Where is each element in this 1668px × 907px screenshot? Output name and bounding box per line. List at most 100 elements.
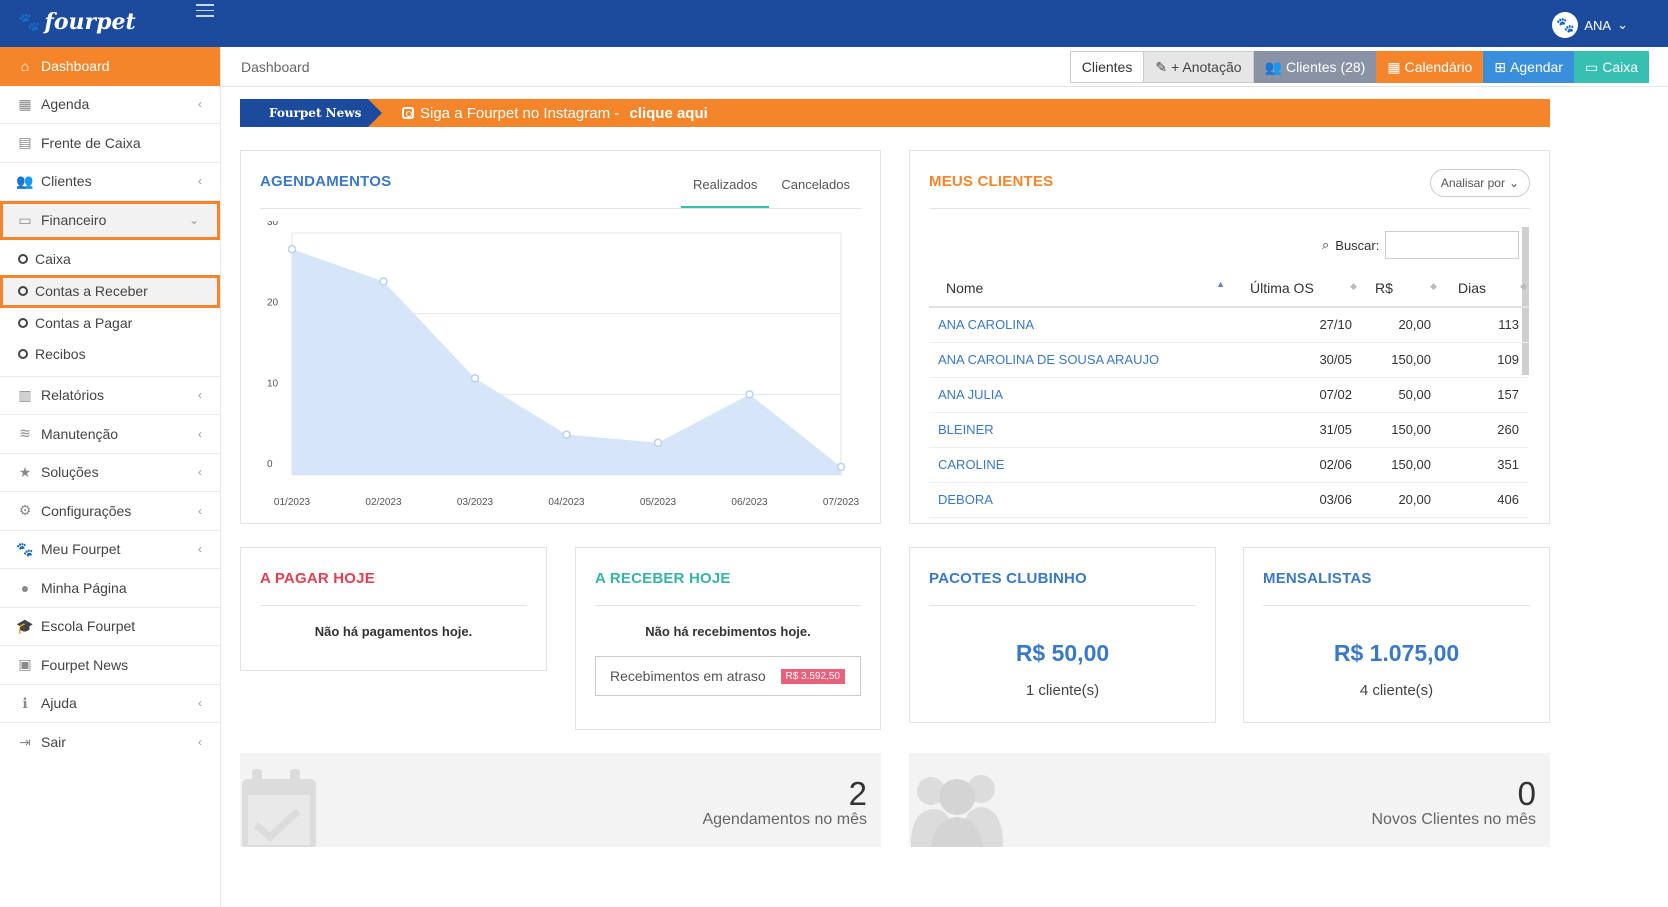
search-icon: ⌕	[1322, 237, 1330, 252]
table-row[interactable]: ANA CAROLINA DE SOUSA ARAUJO 30/05 150,00 1…	[929, 342, 1529, 378]
toolbar: Clientes ✎ + Anotação 👥 Clientes (28) ▦ …	[1069, 51, 1649, 83]
register-icon: ▤	[18, 134, 32, 151]
client-name-link[interactable]: DEBORA	[929, 482, 1235, 518]
sidebar-item-financeiro[interactable]: ▭ Financeiro ⌄	[0, 201, 220, 240]
client-name-link[interactable]: CAROLINE	[929, 447, 1235, 483]
submenu-item-caixa[interactable]: Caixa	[0, 244, 220, 275]
chevron-left-icon: ‹	[198, 735, 202, 750]
chevron-left-icon: ‹	[198, 174, 202, 189]
ultima-os-cell: 02/06	[1235, 447, 1361, 483]
sidebar-item-configuracoes[interactable]: ⚙ Configurações ‹	[0, 492, 220, 531]
gears-icon: ⚙	[18, 502, 32, 519]
dias-cell: 157	[1441, 377, 1529, 413]
column-header-nome[interactable]: Nome ▲	[929, 269, 1235, 308]
divider	[929, 605, 1196, 606]
agendar-button[interactable]: ⊞ Agendar	[1483, 51, 1574, 83]
caixa-button[interactable]: ▭ Caixa	[1573, 51, 1649, 83]
news-link-text[interactable]: clique aqui	[629, 104, 708, 122]
graduation-cap-icon: 🎓	[16, 617, 34, 634]
data-point	[562, 430, 571, 439]
sidebar-item-label: Minha Página	[41, 579, 127, 596]
clientes-count-button[interactable]: 👥 Clientes (28)	[1253, 51, 1377, 83]
divider	[260, 208, 861, 209]
novos-clientes-count: 0	[1517, 775, 1536, 812]
user-name: ANA	[1584, 17, 1612, 33]
divider	[595, 605, 861, 606]
mensalistas-clients: 4 cliente(s)	[1359, 682, 1434, 699]
table-row[interactable]: ANA JULIA 07/02 50,00 157	[929, 377, 1529, 413]
client-name-link[interactable]: BLEINER	[929, 412, 1235, 448]
sidebar-item-frente-de-caixa[interactable]: ▤ Frente de Caixa	[0, 124, 220, 163]
ultima-os-cell: 03/06	[1235, 482, 1361, 518]
sidebar-item-manutencao[interactable]: ≋ Manutenção ‹	[0, 415, 220, 454]
sidebar-item-meu-fourpet[interactable]: 🐾 Meu Fourpet ‹	[0, 531, 220, 569]
sidebar-item-escola-fourpet[interactable]: 🎓 Escola Fourpet	[0, 608, 220, 646]
table-row[interactable]: DEBORA 03/06 20,00 406	[929, 482, 1529, 518]
x-tick-label: 07/2023	[823, 497, 860, 508]
agendamentos-mes-stat: 2 Agendamentos no mês	[240, 753, 881, 847]
client-name-link[interactable]: ANA CAROLINA	[929, 307, 1235, 343]
calendar-icon: ▦	[1387, 58, 1401, 75]
news-link[interactable]: Siga a Fourpet no Instagram - clique aqu…	[402, 105, 708, 122]
submenu-item-contas-a-pagar[interactable]: Contas a Pagar	[0, 308, 220, 339]
globe-icon: ●	[20, 579, 30, 596]
chevron-left-icon: ‹	[198, 388, 202, 403]
table-row[interactable]: CAROLINE 02/06 150,00 351	[929, 447, 1529, 483]
column-header-dias[interactable]: Dias ◆	[1441, 269, 1529, 308]
dropdown-label: Analisar por	[1440, 176, 1505, 190]
submenu-item-label: Caixa	[35, 251, 71, 267]
calendar-icon: ▦	[18, 95, 32, 112]
anotacao-button[interactable]: ✎ + Anotação	[1144, 51, 1254, 83]
menu-toggle-icon[interactable]	[196, 4, 214, 18]
sidebar-item-minha-pagina[interactable]: ● Minha Página	[0, 569, 220, 608]
sidebar-item-dashboard[interactable]: ⌂ Dashboard	[0, 47, 220, 86]
submenu-item-recibos[interactable]: Recibos	[0, 339, 220, 370]
news-text: Siga a Fourpet no Instagram -	[420, 104, 624, 122]
sidebar-item-label: Ajuda	[41, 695, 77, 712]
table-row[interactable]: BLEINER 31/05 150,00 260	[929, 412, 1529, 448]
tab-realizados[interactable]: Realizados	[681, 177, 770, 209]
clients-table: Nome ▲ Última OS ◆ R$ ◆ Dias ◆ ANA CAROLINA 2…	[929, 269, 1529, 518]
ultima-os-cell: 07/02	[1235, 377, 1361, 413]
sidebar-item-relatorios[interactable]: ▥ Relatórios ‹	[0, 377, 220, 415]
y-tick-label: 20	[267, 298, 279, 309]
home-icon: ⌂	[20, 58, 30, 75]
sidebar-item-fourpet-news[interactable]: ▣ Fourpet News	[0, 646, 220, 685]
users-icon: 👥	[1264, 58, 1282, 75]
valor-cell: 150,00	[1361, 447, 1441, 483]
data-point	[653, 438, 663, 447]
tab-cancelados[interactable]: Cancelados	[781, 177, 850, 192]
user-menu[interactable]: 🐾 ANA ⌄	[1552, 12, 1628, 38]
client-name-link[interactable]: ANA CAROLINA DE SOUSA ARAUJO	[929, 342, 1235, 378]
top-bar: 🐾 fourpet 🐾 ANA ⌄	[0, 0, 1668, 47]
dias-cell: 109	[1441, 342, 1529, 378]
users-icon: 👥	[16, 172, 34, 189]
sidebar-item-solucoes[interactable]: ★ Soluções ‹	[0, 454, 220, 492]
column-header-ultima-os[interactable]: Última OS ◆	[1235, 269, 1361, 308]
search-input[interactable]	[1385, 231, 1520, 259]
analisar-por-dropdown[interactable]: Analisar por ⌄	[1429, 169, 1530, 197]
sidebar-item-ajuda[interactable]: ℹ Ajuda ‹	[0, 685, 220, 723]
mensalistas-value: R$ 1.075,00	[1333, 640, 1460, 666]
recebimentos-em-atraso-button[interactable]: Recebimentos em atraso R$ 3.592,50	[595, 656, 861, 696]
submenu-item-contas-a-receber[interactable]: Contas a Receber	[0, 274, 220, 308]
client-name-link[interactable]: ANA JULIA	[929, 377, 1235, 413]
panel-title: PACOTES CLUBINHO	[929, 570, 1087, 587]
circle-icon	[18, 254, 28, 264]
sidebar-item-clientes[interactable]: 👥 Clientes ‹	[0, 163, 220, 201]
sidebar-item-sair[interactable]: ⇥ Sair ‹	[0, 723, 220, 762]
agendamentos-label: Agendamentos no mês	[702, 811, 867, 828]
table-row[interactable]: ANA CAROLINA 27/10 20,00 113	[929, 307, 1529, 343]
fourpet-logo[interactable]: 🐾 fourpet	[18, 9, 136, 35]
valor-cell: 50,00	[1361, 377, 1441, 413]
sidebar-item-agenda[interactable]: ▦ Agenda ‹	[0, 86, 220, 124]
info-icon: ℹ	[22, 694, 28, 711]
circle-icon	[18, 349, 28, 359]
news-label: Fourpet News	[240, 99, 382, 127]
clientes-button[interactable]: Clientes	[1069, 51, 1145, 83]
sidebar-item-label: Soluções	[41, 464, 99, 481]
chevron-left-icon: ‹	[198, 465, 202, 480]
empty-message: Não há pagamentos hoje.	[314, 624, 473, 639]
column-header-valor[interactable]: R$ ◆	[1361, 269, 1441, 308]
calendario-button[interactable]: ▦ Calendário	[1376, 51, 1484, 83]
